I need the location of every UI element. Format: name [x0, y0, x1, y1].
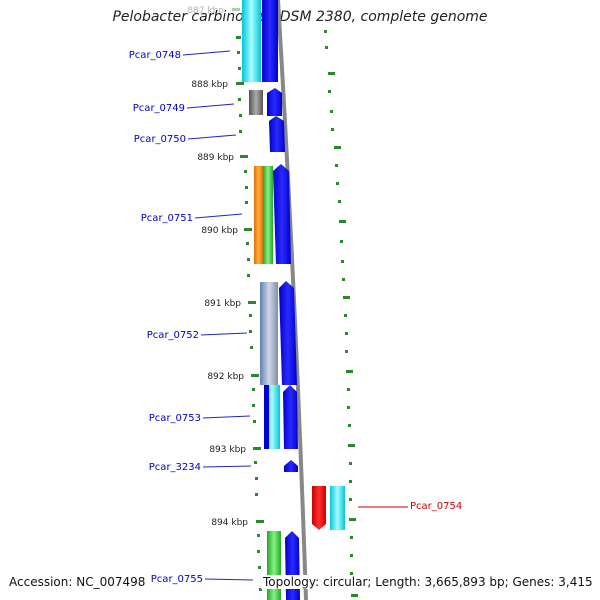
- gene-label-pcar-0755[interactable]: Pcar_0755: [151, 574, 203, 585]
- gene-pcar-3234-features[interactable]: [284, 460, 298, 472]
- gene-label-pcar-0748[interactable]: Pcar_0748: [129, 50, 181, 61]
- gene-pcar-0748-features[interactable]: [242, 0, 278, 82]
- genome-summary-text: Topology: circular; Length: 3,665,893 bp…: [261, 575, 595, 589]
- kbp-label-889: 889 kbp: [197, 153, 234, 163]
- gene-pcar-0752-features[interactable]: [260, 281, 297, 385]
- right-tick-column: [324, 30, 358, 597]
- gene-label-pcar-0753[interactable]: Pcar_0753: [149, 413, 201, 424]
- kbp-label-887: 887 kbp: [187, 6, 224, 16]
- gene-label-pcar-0749[interactable]: Pcar_0749: [133, 103, 185, 114]
- label-leader-lines: [182, 50, 254, 581]
- kbp-scale-ticks: [232, 8, 264, 523]
- gene-label-pcar-0752[interactable]: Pcar_0752: [147, 330, 199, 341]
- gene-label-pcar-3234[interactable]: Pcar_3234: [149, 462, 201, 473]
- gene-pcar-0749-features[interactable]: [249, 88, 282, 116]
- gene-pcar-0750-features[interactable]: [269, 116, 285, 152]
- kbp-label-892: 892 kbp: [207, 372, 244, 382]
- gene-label-pcar-0751[interactable]: Pcar_0751: [141, 213, 193, 224]
- left-tick-column: [236, 36, 262, 591]
- gene-label-pcar-0750[interactable]: Pcar_0750: [134, 134, 186, 145]
- kbp-label-893: 893 kbp: [209, 445, 246, 455]
- kbp-label-890: 890 kbp: [201, 226, 238, 236]
- kbp-label-888: 888 kbp: [191, 80, 228, 90]
- kbp-label-891: 891 kbp: [204, 299, 241, 309]
- map-title: Pelobacter carbinolicus DSM 2380, comple…: [112, 9, 488, 25]
- gene-label-pcar-0754[interactable]: Pcar_0754: [410, 501, 462, 512]
- kbp-label-894: 894 kbp: [211, 518, 248, 528]
- gene-pcar-0755-features[interactable]: [267, 531, 300, 600]
- gene-pcar-0754-features[interactable]: [312, 486, 345, 530]
- gene-pcar-0753-features[interactable]: [264, 385, 298, 449]
- accession-text: Accession: NC_007498: [7, 575, 148, 589]
- gene-pcar-0751-features[interactable]: [254, 164, 291, 264]
